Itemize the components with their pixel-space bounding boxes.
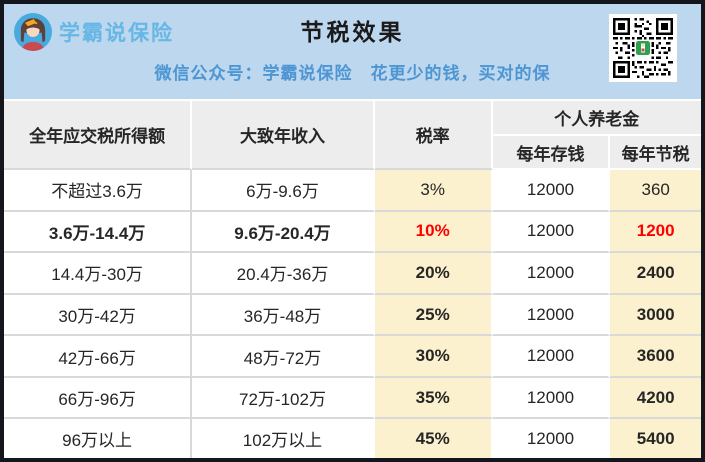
table-row: 96万以上 102万以上 45% 12000 5400 (4, 419, 701, 458)
table-row: 42万-66万 48万-72万 30% 12000 3600 (4, 336, 701, 378)
cell-annual-income: 102万以上 (192, 419, 375, 458)
cell-annual-income: 6万-9.6万 (192, 170, 375, 212)
cell-yearly-tax-saved: 3000 (610, 294, 701, 337)
girl-avatar-icon (14, 13, 52, 51)
cell-taxable-income: 42万-66万 (4, 336, 193, 378)
sub-header-yearly-tax-saved: 每年节税 (610, 136, 701, 170)
cell-tax-rate: 10% (374, 211, 493, 254)
header-band: 学霸说保险 节税效果 微信公众号：学霸说保险 花更少的钱，买对的保 (4, 4, 701, 101)
tax-table-wrap: 全年应交税所得额 大致年收入 税率 个人养老金 每年存钱 每年节税 不超过3.6… (4, 101, 701, 458)
cell-tax-rate: 35% (374, 377, 493, 420)
cell-yearly-deposit: 12000 (492, 170, 611, 212)
cell-taxable-income: 14.4万-30万 (4, 253, 193, 295)
cell-taxable-income: 66万-96万 (4, 377, 193, 420)
cell-tax-rate: 3% (374, 170, 493, 212)
cell-yearly-tax-saved: 5400 (610, 419, 701, 458)
cell-tax-rate: 25% (374, 294, 493, 337)
col-header-annual-income: 大致年收入 (192, 101, 375, 170)
cell-taxable-income: 96万以上 (4, 419, 193, 458)
cell-annual-income: 9.6万-20.4万 (192, 211, 375, 254)
cell-yearly-tax-saved: 360 (610, 170, 701, 212)
col-header-tax-rate: 税率 (374, 101, 493, 170)
cell-taxable-income: 不超过3.6万 (4, 170, 193, 212)
cell-taxable-income: 30万-42万 (4, 294, 193, 337)
table-row-highlighted: 3.6万-14.4万 9.6万-20.4万 10% 12000 1200 (4, 211, 701, 254)
cell-yearly-deposit: 12000 (492, 294, 611, 337)
cell-yearly-tax-saved: 3600 (610, 336, 701, 378)
page-subtitle: 微信公众号：学霸说保险 花更少的钱，买对的保 (154, 64, 551, 83)
cell-yearly-tax-saved: 1200 (610, 211, 701, 254)
tax-table: 全年应交税所得额 大致年收入 税率 个人养老金 每年存钱 每年节税 不超过3.6… (4, 101, 701, 458)
page-title: 节税效果 (300, 19, 405, 45)
cell-yearly-deposit: 12000 (492, 419, 611, 458)
cell-yearly-deposit: 12000 (492, 211, 611, 254)
col-header-taxable-income: 全年应交税所得额 (4, 101, 193, 170)
table-row: 14.4万-30万 20.4万-36万 20% 12000 2400 (4, 253, 701, 295)
cell-yearly-deposit: 12000 (492, 336, 611, 378)
cell-annual-income: 20.4万-36万 (192, 253, 375, 295)
cell-taxable-income: 3.6万-14.4万 (4, 211, 193, 254)
cell-tax-rate: 30% (374, 336, 493, 378)
cell-annual-income: 36万-48万 (192, 294, 375, 337)
qr-code-icon (609, 14, 677, 82)
table-row: 66万-96万 72万-102万 35% 12000 4200 (4, 377, 701, 420)
cell-yearly-tax-saved: 2400 (610, 253, 701, 295)
brand-name: 学霸说保险 (59, 22, 174, 45)
table-row: 30万-42万 36万-48万 25% 12000 3000 (4, 294, 701, 337)
cell-yearly-deposit: 12000 (492, 377, 611, 420)
brand-logo: 学霸说保险 (14, 13, 174, 51)
table-row: 不超过3.6万 6万-9.6万 3% 12000 360 (4, 170, 701, 212)
col-group-header-pension: 个人养老金 (492, 101, 701, 136)
cell-annual-income: 72万-102万 (192, 377, 375, 420)
cell-annual-income: 48万-72万 (192, 336, 375, 378)
sub-header-yearly-deposit: 每年存钱 (492, 136, 611, 170)
cell-yearly-deposit: 12000 (492, 253, 611, 295)
cell-tax-rate: 45% (374, 419, 493, 458)
cell-tax-rate: 20% (374, 253, 493, 295)
cell-yearly-tax-saved: 4200 (610, 377, 701, 420)
